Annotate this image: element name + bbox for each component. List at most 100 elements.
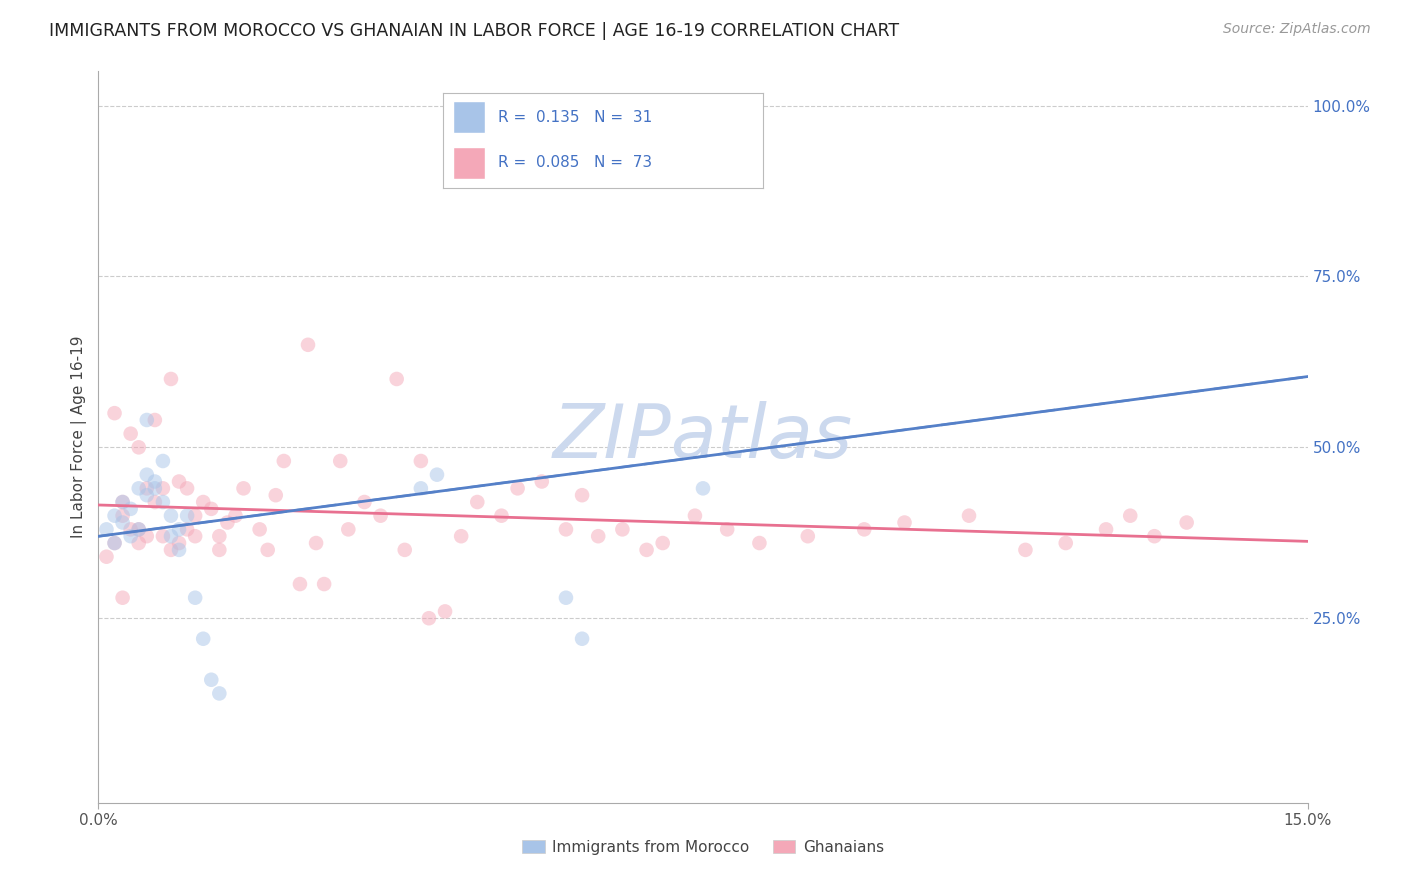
- Point: [103, 536, 125, 550]
- Point: [893, 516, 915, 530]
- Legend: Immigrants from Morocco, Ghanaians: Immigrants from Morocco, Ghanaians: [516, 834, 890, 861]
- Point: [193, 495, 215, 509]
- Point: [135, 529, 157, 543]
- Point: [128, 522, 150, 536]
- Point: [716, 522, 738, 536]
- Point: [426, 467, 449, 482]
- Point: [394, 542, 416, 557]
- Point: [111, 508, 134, 523]
- Point: [370, 508, 392, 523]
- Point: [128, 536, 150, 550]
- Point: [160, 529, 183, 543]
- Point: [200, 673, 222, 687]
- Point: [120, 522, 142, 536]
- Point: [1175, 516, 1198, 530]
- Point: [152, 481, 174, 495]
- Point: [409, 481, 432, 495]
- Point: [143, 495, 166, 509]
- Point: [683, 508, 706, 523]
- Point: [120, 501, 142, 516]
- Point: [96, 549, 118, 564]
- Point: [1143, 529, 1166, 543]
- Point: [120, 529, 142, 543]
- Point: [1095, 522, 1118, 536]
- Y-axis label: In Labor Force | Age 16-19: In Labor Force | Age 16-19: [72, 335, 87, 539]
- Point: [184, 508, 207, 523]
- Point: [128, 481, 150, 495]
- Point: [193, 632, 215, 646]
- Point: [249, 522, 271, 536]
- Point: [1014, 542, 1036, 557]
- Point: [530, 475, 553, 489]
- Point: [555, 591, 578, 605]
- Point: [612, 522, 634, 536]
- Point: [586, 529, 609, 543]
- Point: [128, 440, 150, 454]
- Point: [184, 591, 207, 605]
- Point: [434, 604, 457, 618]
- Point: [329, 454, 352, 468]
- Point: [96, 522, 118, 536]
- Point: [273, 454, 295, 468]
- Point: [167, 522, 190, 536]
- Point: [103, 536, 125, 550]
- Point: [748, 536, 770, 550]
- Point: [450, 529, 472, 543]
- Point: [636, 119, 658, 133]
- Point: [305, 536, 328, 550]
- Point: [224, 508, 246, 523]
- Point: [128, 522, 150, 536]
- Point: [152, 495, 174, 509]
- Point: [111, 591, 134, 605]
- Point: [651, 536, 673, 550]
- Point: [152, 529, 174, 543]
- Point: [143, 481, 166, 495]
- Point: [571, 488, 593, 502]
- Point: [143, 475, 166, 489]
- Point: [636, 542, 658, 557]
- Point: [135, 481, 157, 495]
- Point: [337, 522, 360, 536]
- Point: [465, 495, 488, 509]
- Point: [200, 501, 222, 516]
- Point: [152, 454, 174, 468]
- Point: [1119, 508, 1142, 523]
- Point: [1054, 536, 1077, 550]
- Point: [167, 536, 190, 550]
- Point: [208, 686, 231, 700]
- Point: [160, 372, 183, 386]
- Point: [692, 481, 714, 495]
- Text: IMMIGRANTS FROM MOROCCO VS GHANAIAN IN LABOR FORCE | AGE 16-19 CORRELATION CHART: IMMIGRANTS FROM MOROCCO VS GHANAIAN IN L…: [49, 22, 900, 40]
- Point: [217, 516, 239, 530]
- Point: [957, 508, 980, 523]
- Point: [797, 529, 820, 543]
- Point: [143, 413, 166, 427]
- Point: [409, 454, 432, 468]
- Point: [103, 406, 125, 420]
- Text: ZIPatlas: ZIPatlas: [553, 401, 853, 473]
- Point: [111, 516, 134, 530]
- Point: [111, 495, 134, 509]
- Point: [167, 475, 190, 489]
- Point: [491, 508, 513, 523]
- Point: [135, 467, 157, 482]
- Point: [506, 481, 529, 495]
- Point: [111, 495, 134, 509]
- Point: [135, 488, 157, 502]
- Point: [167, 542, 190, 557]
- Point: [184, 529, 207, 543]
- Point: [264, 488, 287, 502]
- Point: [160, 508, 183, 523]
- Point: [853, 522, 876, 536]
- Point: [176, 508, 198, 523]
- Text: Source: ZipAtlas.com: Source: ZipAtlas.com: [1223, 22, 1371, 37]
- Point: [176, 481, 198, 495]
- Point: [135, 413, 157, 427]
- Point: [120, 426, 142, 441]
- Point: [103, 508, 125, 523]
- Point: [208, 542, 231, 557]
- Point: [353, 495, 375, 509]
- Point: [555, 522, 578, 536]
- Point: [256, 542, 278, 557]
- Point: [418, 611, 440, 625]
